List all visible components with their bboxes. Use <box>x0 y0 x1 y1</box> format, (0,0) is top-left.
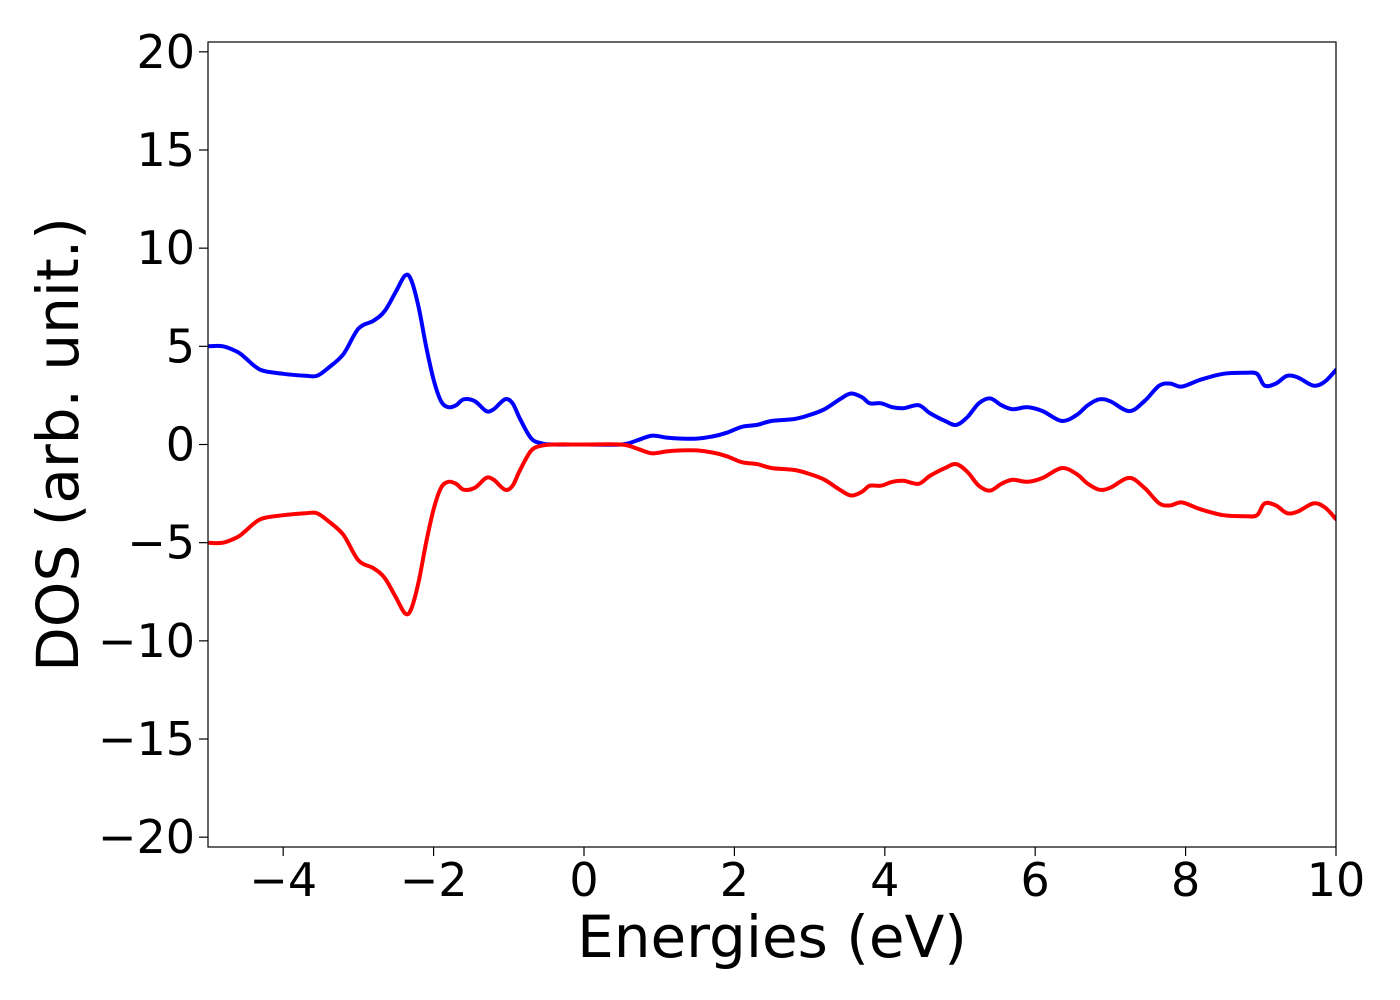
x-tick-label: 10 <box>1307 853 1366 907</box>
y-tick-label: −20 <box>98 810 195 864</box>
x-tick-label: 4 <box>870 853 899 907</box>
y-tick-label: −15 <box>98 712 195 766</box>
x-tick-label: 6 <box>1021 853 1050 907</box>
spin-down-dos-line <box>208 442 1336 617</box>
y-axis-title: DOS (arb. unit.) <box>24 217 92 672</box>
x-tick-label: 2 <box>720 853 749 907</box>
y-tick-label: 20 <box>136 25 195 79</box>
x-axis-ticks: −4 −2 0 2 4 6 8 10 <box>249 847 1365 907</box>
plot-frame <box>207 41 1337 848</box>
y-tick-label: 10 <box>136 221 195 275</box>
x-tick-label: 0 <box>569 853 598 907</box>
y-tick-label: −10 <box>98 614 195 668</box>
y-tick-label: 0 <box>166 418 195 472</box>
x-axis-title: Energies (eV) <box>577 903 967 971</box>
spin-up-dos-line <box>208 272 1336 447</box>
x-tick-label: −2 <box>400 853 468 907</box>
y-tick-label: −5 <box>127 516 195 570</box>
y-axis-ticks: −20 −15 −10 −5 0 5 10 15 20 <box>98 25 208 864</box>
series-layer <box>208 272 1336 617</box>
x-tick-label: −4 <box>249 853 317 907</box>
y-tick-label: 15 <box>136 123 195 177</box>
y-tick-label: 5 <box>166 319 195 373</box>
x-tick-label: 8 <box>1171 853 1200 907</box>
